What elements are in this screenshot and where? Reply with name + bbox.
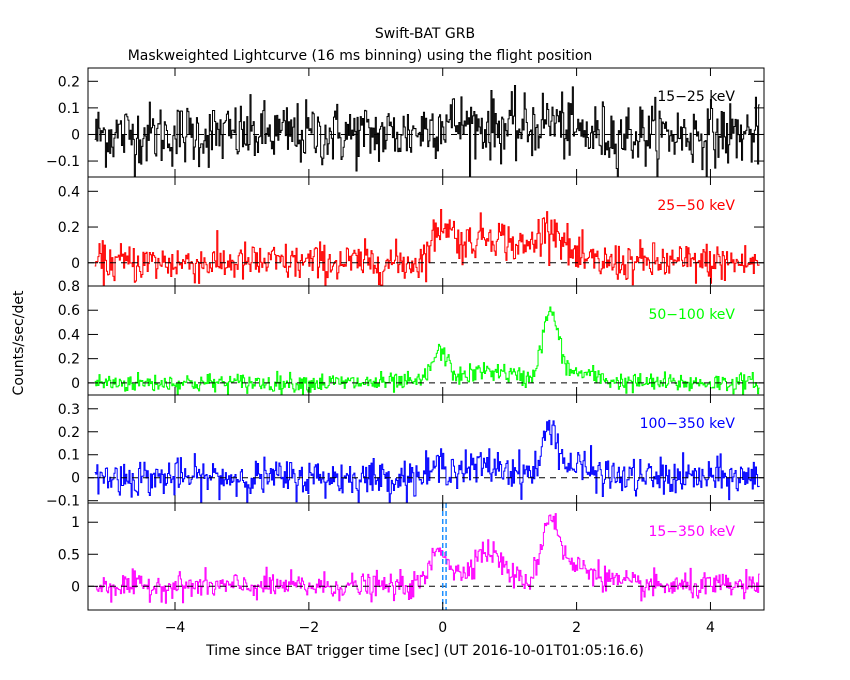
chart-title: Swift-BAT GRB	[375, 26, 475, 42]
panel-frame-4	[87, 394, 765, 504]
y-tick-label-5-3: 1	[71, 515, 80, 531]
band-label-5: 15−350 keV	[648, 524, 735, 540]
x-tick-label-3: 0	[438, 620, 447, 636]
x-tick-label-4: 2	[572, 620, 581, 636]
band-label-1: 15−25 keV	[657, 89, 735, 105]
y-axis-label: Counts/sec/det	[11, 290, 27, 395]
panel-5: 0 0.5 1 15−350 keV	[58, 502, 765, 611]
y-tick-label-3-1: 0	[71, 376, 80, 392]
y-tick-label-5-2: 0.5	[58, 547, 80, 563]
y-tick-label-1-4: 0.2	[58, 74, 80, 90]
y-tick-label-2-3: 0.4	[58, 184, 80, 200]
chart-subtitle: Maskweighted Lightcurve (16 ms binning) …	[128, 48, 593, 64]
y-tick-label-4-2: 0	[71, 471, 80, 487]
panels-group: −0.1 0 0.1 0.2 15−25 keV 0 0.2 0.4 25−50 keV 0 0.2…	[46, 67, 765, 636]
y-tick-label-2-1: 0	[71, 256, 80, 272]
x-tick-label-1: −4	[165, 620, 186, 636]
y-tick-label-2-2: 0.2	[58, 220, 80, 236]
y-tick-label-4-3: 0.1	[58, 448, 80, 464]
y-tick-label-3-2: 0.2	[58, 352, 80, 368]
panel-2: 0 0.2 0.4 25−50 keV	[58, 176, 765, 287]
panel-3: 0 0.2 0.4 0.6 0.8 50−100 keV	[58, 279, 765, 396]
y-tick-label-4-5: 0.3	[58, 402, 80, 418]
band-label-3: 50−100 keV	[648, 307, 735, 323]
y-tick-label-1-3: 0.1	[58, 101, 80, 117]
y-tick-label-1-1: −0.1	[46, 154, 80, 170]
y-tick-label-4-1: −0.1	[46, 494, 80, 510]
x-tick-label-2: −2	[299, 620, 320, 636]
y-tick-label-3-4: 0.6	[58, 303, 80, 319]
band-label-4: 100−350 keV	[640, 416, 736, 432]
lightcurve-series-2	[94, 208, 760, 286]
panel-frame-5	[87, 502, 765, 611]
y-tick-label-1-2: 0	[71, 127, 80, 143]
x-axis-label: Time since BAT trigger time [sec] (UT 20…	[205, 643, 644, 659]
panel-1: −0.1 0 0.1 0.2 15−25 keV	[46, 67, 765, 178]
lightcurve-series-3	[94, 306, 760, 395]
y-tick-label-4-4: 0.2	[58, 425, 80, 441]
lightcurve-series-1	[94, 84, 760, 177]
y-tick-label-3-3: 0.4	[58, 327, 80, 343]
y-tick-label-5-1: 0	[71, 579, 80, 595]
lightcurve-series-4	[94, 419, 760, 503]
y-tick-label-3-5: 0.8	[58, 279, 80, 295]
lightcurve-series-5	[94, 513, 760, 604]
x-tick-label-5: 4	[706, 620, 715, 636]
band-label-2: 25−50 keV	[657, 198, 735, 214]
panel-4: −0.1 0 0.1 0.2 0.3 100−350 keV	[46, 394, 765, 510]
